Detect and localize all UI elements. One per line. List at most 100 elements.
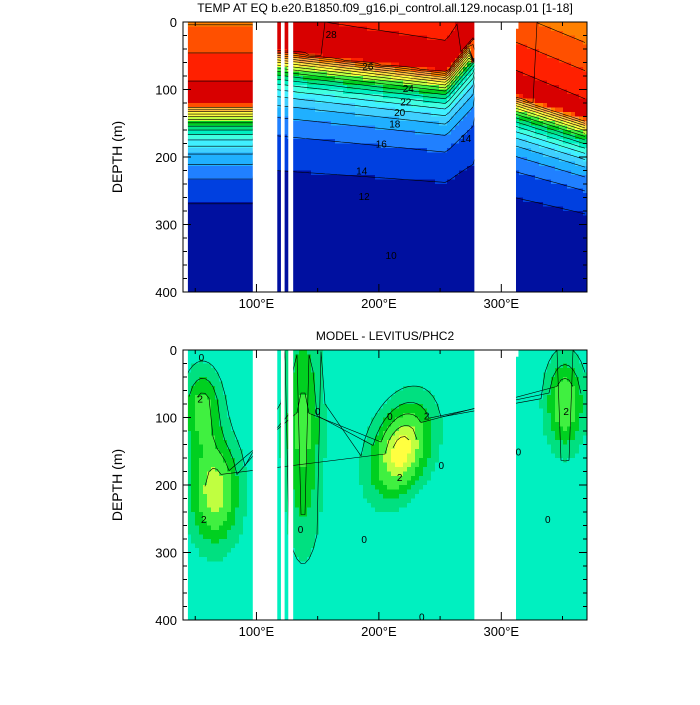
field-cell — [371, 76, 376, 82]
field-cell — [211, 283, 216, 289]
field-cell — [391, 202, 396, 208]
field-cell — [407, 247, 412, 253]
field-cell — [227, 184, 232, 190]
field-cell — [235, 283, 240, 289]
field-cell — [191, 139, 196, 145]
field-cell — [207, 130, 212, 136]
field-cell — [283, 175, 288, 181]
field-cell — [327, 98, 332, 104]
field-cell — [191, 215, 196, 221]
field-cell — [391, 215, 396, 221]
field-cell — [327, 26, 332, 32]
field-cell — [383, 170, 388, 176]
field-cell — [435, 148, 440, 154]
field-cell — [403, 170, 408, 176]
field-cell — [383, 44, 388, 50]
field-cell — [207, 98, 212, 104]
field-cell — [243, 157, 248, 163]
field-cell — [319, 26, 324, 32]
field-cell — [447, 121, 452, 127]
field-cell — [387, 247, 392, 253]
field-cell — [459, 287, 464, 292]
field-cell — [223, 220, 228, 226]
field-cell — [299, 193, 304, 199]
field-cell — [291, 71, 296, 77]
field-cell — [435, 139, 440, 145]
field-cell — [311, 125, 316, 131]
field-cell — [203, 40, 208, 46]
field-cell — [347, 224, 352, 230]
field-cell — [315, 206, 320, 212]
field-cell — [419, 49, 424, 55]
field-cell — [347, 71, 352, 77]
field-cell — [223, 148, 228, 154]
field-cell — [407, 260, 412, 266]
field-cell — [383, 224, 388, 230]
field-cell — [207, 238, 212, 244]
field-cell — [203, 148, 208, 154]
field-cell — [311, 233, 316, 239]
field-cell — [247, 238, 252, 244]
field-cell — [311, 206, 316, 212]
field-cell — [199, 31, 204, 37]
field-cell — [327, 283, 332, 289]
field-cell — [347, 94, 352, 100]
field-cell — [319, 31, 324, 37]
field-cell — [395, 287, 400, 292]
field-cell — [371, 125, 376, 131]
field-cell — [223, 202, 228, 208]
field-cell — [215, 112, 220, 118]
field-cell — [219, 170, 224, 176]
field-cell — [467, 269, 472, 275]
field-cell — [415, 193, 420, 199]
field-cell — [195, 197, 200, 203]
field-cell — [319, 274, 324, 280]
field-cell — [323, 143, 328, 149]
field-cell — [223, 265, 228, 271]
field-cell — [331, 98, 336, 104]
field-cell — [407, 139, 412, 145]
field-cell — [203, 256, 208, 262]
field-cell — [387, 170, 392, 176]
field-cell — [435, 98, 440, 104]
field-cell — [403, 260, 408, 266]
field-cell — [455, 44, 460, 50]
field-cell — [343, 67, 348, 73]
field-cell — [219, 62, 224, 68]
field-cell — [459, 197, 464, 203]
field-cell — [387, 242, 392, 248]
field-cell — [367, 278, 372, 284]
field-cell — [415, 107, 420, 113]
field-cell — [471, 94, 476, 100]
field-cell — [403, 49, 408, 55]
field-cell — [203, 238, 208, 244]
field-cell — [291, 269, 296, 275]
field-cell — [415, 247, 420, 253]
field-cell — [391, 35, 396, 41]
field-cell — [415, 134, 420, 140]
field-cell — [335, 89, 340, 95]
field-cell — [315, 76, 320, 82]
field-cell — [247, 265, 252, 271]
field-cell — [247, 85, 252, 91]
field-cell — [187, 121, 192, 127]
field-cell — [423, 134, 428, 140]
field-cell — [435, 58, 440, 64]
field-cell — [319, 139, 324, 145]
field-cell — [199, 220, 204, 226]
field-cell — [351, 166, 356, 172]
field-cell — [455, 89, 460, 95]
field-cell — [459, 175, 464, 181]
field-cell — [411, 26, 416, 32]
field-cell — [411, 278, 416, 284]
field-cell — [471, 112, 476, 118]
field-cell — [223, 130, 228, 136]
field-cell — [467, 188, 472, 194]
field-cell — [235, 31, 240, 37]
field-cell — [459, 260, 464, 266]
field-cell — [391, 62, 396, 68]
field-cell — [363, 211, 368, 217]
field-cell — [383, 287, 388, 292]
field-cell — [331, 26, 336, 32]
field-cell — [431, 107, 436, 113]
